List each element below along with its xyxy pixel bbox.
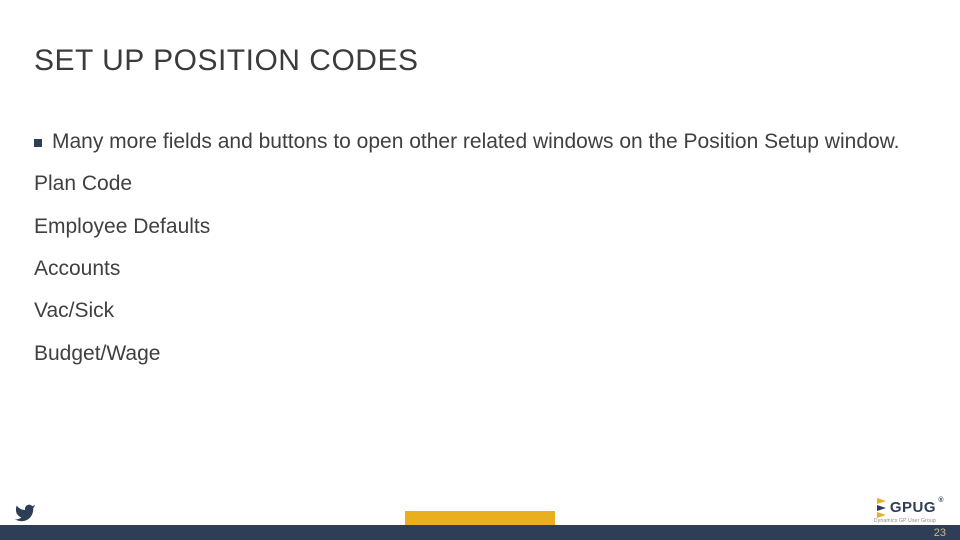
- slide: SET UP POSITION CODES Many more fields a…: [0, 0, 960, 540]
- bullet-text: Many more fields and buttons to open oth…: [52, 128, 900, 156]
- brand-logo: GPUG ®: [877, 497, 936, 518]
- slide-title: SET UP POSITION CODES: [34, 44, 418, 78]
- page-number: 23: [934, 527, 946, 539]
- logo-text: GPUG ®: [890, 499, 936, 516]
- bullet-marker: [34, 139, 42, 147]
- footer-bar: [0, 525, 960, 540]
- logo-subtitle: Dynamics GP User Group: [874, 518, 936, 524]
- logo-arrows-icon: [877, 497, 886, 518]
- list-item: Accounts: [34, 255, 926, 283]
- list-item: Employee Defaults: [34, 213, 926, 241]
- bullet-item: Many more fields and buttons to open oth…: [34, 128, 926, 156]
- footer: GPUG ® Dynamics GP User Group 23: [0, 492, 960, 540]
- sub-list: Plan Code Employee Defaults Accounts Vac…: [34, 170, 926, 368]
- list-item: Plan Code: [34, 170, 926, 198]
- twitter-icon: [14, 502, 36, 524]
- registered-mark: ®: [938, 497, 944, 504]
- logo-text-label: GPUG: [890, 499, 936, 516]
- list-item: Vac/Sick: [34, 297, 926, 325]
- slide-body: Many more fields and buttons to open oth…: [34, 128, 926, 382]
- list-item: Budget/Wage: [34, 340, 926, 368]
